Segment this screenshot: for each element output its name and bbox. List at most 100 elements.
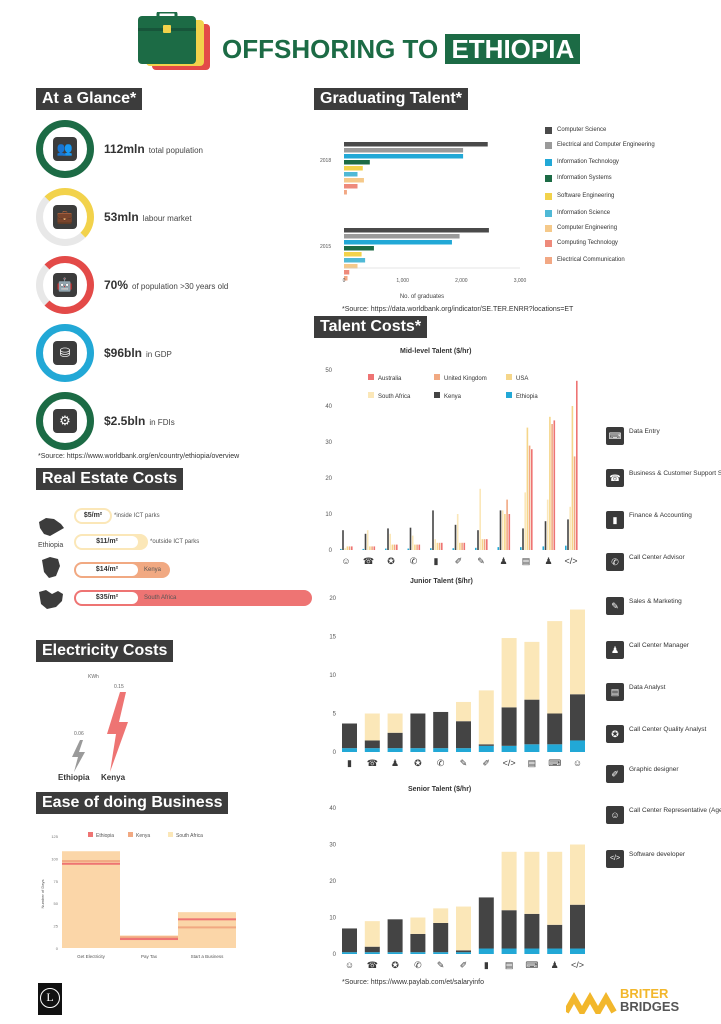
finance-icon: ▮ (606, 511, 624, 529)
role-axis-icon: ☎ (367, 758, 378, 768)
role-label: Graphic designer (629, 766, 679, 773)
grad-bar (344, 246, 374, 251)
role-label: Call Center Advisor (629, 554, 685, 561)
mid-bar (456, 514, 459, 550)
brand-badge-circle: L (40, 988, 60, 1008)
mid-bar (432, 510, 434, 550)
title-part2: ETHIOPIA (445, 34, 581, 64)
mid-legend-label: Ethiopia (516, 394, 538, 400)
junior-bar (342, 748, 357, 752)
senior-bar (342, 952, 357, 954)
role-legend-item: ♟ Call Center Manager (606, 641, 716, 661)
glance-value: 53mln (104, 210, 139, 224)
mid-bar (528, 445, 531, 550)
mid-title: Mid-level Talent ($/hr) (400, 348, 472, 355)
ease-bar-kenya (120, 936, 178, 939)
grad-bar (344, 270, 350, 275)
grad-xlabel: No. of graduates (400, 294, 444, 300)
title-part1: OFFSHORING TO (222, 34, 439, 64)
junior-bar (456, 748, 471, 752)
mid-bar (479, 488, 481, 550)
ease-legend-label: South Africa (176, 833, 203, 839)
ease-bar-kenya (178, 926, 236, 929)
senior-bar (387, 919, 403, 953)
mid-bar (454, 524, 457, 550)
grad-bar (344, 234, 460, 239)
mid-bar (438, 542, 441, 550)
senior-bar (410, 952, 426, 954)
mid-legend-label: Australia (378, 376, 402, 382)
ease-ytick: 50 (54, 901, 59, 906)
mid-bar (459, 542, 461, 550)
mid-bar (551, 424, 553, 550)
grad-bar (344, 178, 364, 183)
role-axis-icon: ☺ (573, 758, 582, 768)
senior-bar (364, 946, 380, 953)
mid-bar (409, 527, 412, 550)
junior-bar (547, 713, 563, 745)
role-axis-icon: ♟ (499, 556, 507, 566)
mid-bar (546, 499, 549, 550)
role-axis-icon: ⌨ (548, 758, 561, 768)
junior-bar (342, 723, 357, 749)
role-axis-icon: ♟ (551, 960, 559, 970)
mid-bar (501, 510, 504, 550)
mid-legend-swatch (434, 374, 440, 380)
mid-bar (524, 492, 526, 550)
page-title: OFFSHORING TO ETHIOPIA (222, 34, 581, 64)
advisor-icon: ✆ (606, 553, 624, 571)
mid-bar (461, 542, 463, 550)
junior-bar (478, 745, 494, 752)
junior-bar (433, 711, 449, 749)
role-axis-icon: ▤ (522, 556, 531, 566)
glance-item-text: $2.5bln in FDIs (104, 414, 175, 428)
grad-bar (344, 142, 488, 147)
junior-bar (456, 721, 471, 749)
grad-bar (344, 166, 363, 171)
role-axis-icon: </> (564, 556, 577, 566)
mid-bar (414, 544, 416, 550)
glance-item-text: 70% of population >30 years old (104, 278, 228, 292)
mid-legend-swatch (368, 374, 374, 380)
senior-bar (387, 952, 403, 954)
briter-bridges-logo-icon (566, 991, 617, 1014)
mid-bar (576, 380, 578, 550)
junior-ytick: 15 (329, 635, 336, 641)
mid-bar (526, 427, 529, 550)
ease-legend-label: Kenya (136, 833, 150, 839)
senior-bar (433, 922, 449, 953)
mid-bar (504, 514, 506, 550)
electricity-kenya-value: 0.15 (114, 684, 124, 690)
role-axis-icon: ☺ (341, 556, 350, 566)
mid-ytick: 40 (325, 404, 332, 410)
mid-bar (463, 542, 466, 550)
ease-legend-label: Ethiopia (96, 833, 114, 839)
glance-label: labour market (142, 214, 192, 223)
manager-icon: ♟ (606, 641, 624, 659)
role-axis-icon: ▮ (347, 758, 352, 768)
glance-heading: At a Glance* (36, 88, 143, 110)
realestate-heading: Real Estate Costs (36, 468, 184, 490)
legend-swatch (545, 159, 552, 166)
glance-label: in FDIs (149, 418, 175, 427)
mid-bar (434, 539, 436, 550)
grad-legend-item: Software Engineering (545, 193, 655, 200)
grad-legend-item: Information Systems (545, 175, 655, 182)
legend-swatch (545, 225, 552, 232)
mid-bar (573, 456, 576, 550)
ease-category-label: Pay Tax (141, 954, 158, 959)
electricity-ethiopia-value: 0.06 (74, 731, 84, 737)
south-africa-map-icon (39, 590, 63, 609)
senior-bar (433, 952, 449, 954)
junior-bar (570, 609, 585, 695)
agent-icon: ☺ (606, 806, 624, 824)
mid-bar (364, 533, 367, 550)
senior-bar (570, 844, 585, 905)
ease-legend-swatch (168, 832, 173, 837)
mid-bar (348, 546, 351, 550)
mid-bar (549, 416, 551, 550)
role-axis-icon: ✆ (437, 758, 445, 768)
senior-bar (410, 917, 426, 934)
grad-bar (344, 190, 347, 195)
mid-bar (553, 420, 556, 550)
